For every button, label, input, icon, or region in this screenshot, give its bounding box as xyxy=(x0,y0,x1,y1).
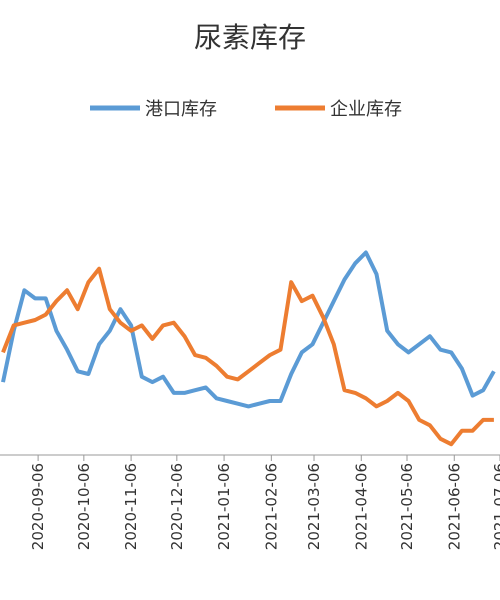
x-tick-label: 2020-12-06 xyxy=(168,463,186,550)
x-tick-label: 2021-02-06 xyxy=(262,463,280,550)
series-line xyxy=(1,250,496,409)
legend-label: 企业库存 xyxy=(330,99,402,120)
series-line xyxy=(1,266,494,447)
x-tick-label: 2021-03-06 xyxy=(305,463,323,550)
legend-label: 港口库存 xyxy=(145,99,217,120)
chart-title: 尿素库存 xyxy=(194,21,306,54)
x-tick-label: 2021-07-06 xyxy=(491,463,500,550)
x-tick-label: 2020-09-06 xyxy=(29,463,47,550)
x-tick-label: 2020-11-06 xyxy=(122,463,140,550)
x-tick-label: 2021-06-06 xyxy=(445,463,463,550)
x-tick-label: 2021-04-06 xyxy=(352,463,370,550)
x-tick-label: 2021-05-06 xyxy=(398,463,416,550)
x-tick-label: 2021-01-06 xyxy=(215,463,233,550)
x-tick-label: 2020-10-06 xyxy=(75,463,93,550)
